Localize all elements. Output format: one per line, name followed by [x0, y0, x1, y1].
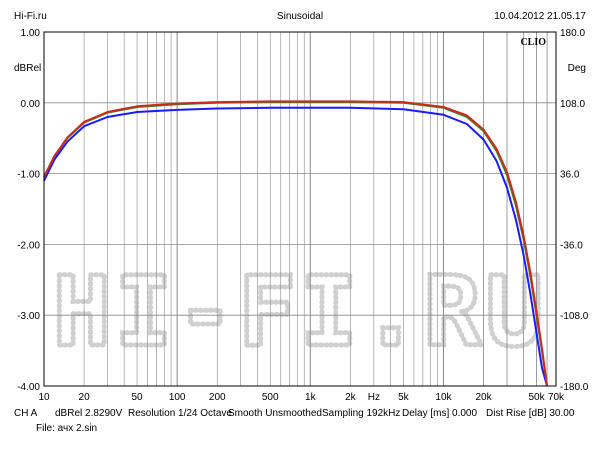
chart-title: Sinusoidal: [277, 11, 323, 22]
x-ticks: 10 20 50 100 200 500 1k 2k Hz 5k 10k 20k 50k 70k: [38, 392, 565, 403]
y-tick-right-label: -108.0: [560, 311, 589, 322]
x-tick-label: 10k: [435, 392, 452, 403]
x-tick-label: 20: [79, 392, 91, 403]
footer-param: Smooth Unsmoothed: [228, 408, 322, 419]
header-timestamp: 10.04.2012 21.05.17: [494, 11, 586, 22]
x-tick-label: 70k: [548, 392, 565, 403]
y-tick-right-label: 180.0: [560, 28, 585, 39]
y-tick-right-label: -180.0: [560, 382, 589, 393]
y-tick-left-label: -2.00: [17, 240, 40, 251]
footer-param: CH A: [14, 408, 38, 419]
footer-param: dBRel 2.8290V: [55, 408, 123, 419]
y-ticks-left: 1.00 0.00 -1.00 -2.00 -3.00 -4.00: [17, 28, 40, 393]
y-axis-right-label: Deg: [568, 63, 586, 74]
x-tick-label: 500: [262, 392, 279, 403]
x-tick-label: 200: [209, 392, 226, 403]
series-group: [43, 100, 549, 387]
y-ticks-right: 180.0 108.0 36.0 -36.0 -108.0 -180.0: [560, 28, 589, 393]
watermark-text: HI-FI.RU: [53, 256, 547, 368]
x-tick-label: 50: [132, 392, 144, 403]
y-tick-right-label: 36.0: [560, 170, 580, 181]
x-tick-label: Hz: [368, 392, 380, 403]
footer-param: Resolution 1/24 Octave: [128, 408, 232, 419]
y-tick-left-label: -1.00: [17, 170, 40, 181]
plot-border: [43, 31, 557, 387]
y-axis-left-label: dBRel: [14, 63, 41, 74]
clio-logo: CLIO: [520, 37, 546, 48]
y-tick-left-label: 1.00: [21, 28, 41, 39]
footer-file: File: ачх 2.sin: [36, 423, 97, 434]
y-tick-right-label: -36.0: [560, 240, 583, 251]
y-tick-left-label: -3.00: [17, 311, 40, 322]
footer-param: Dist Rise [dB] 30.00: [486, 408, 575, 419]
x-tick-label: 50k: [528, 392, 545, 403]
series-line-3: [43, 100, 549, 387]
series-line-1: [43, 106, 549, 387]
footer-param: Sampling 192kHz: [322, 408, 400, 419]
y-tick-right-label: 108.0: [560, 99, 585, 110]
footer-param: Delay [ms] 0.000: [402, 408, 477, 419]
plot-area: [44, 32, 556, 386]
x-tick-label: 100: [169, 392, 186, 403]
x-tick-label: 2k: [345, 392, 357, 403]
y-tick-left-label: 0.00: [21, 99, 41, 110]
x-tick-label: 5k: [398, 392, 410, 403]
x-tick-label: 1k: [305, 392, 317, 403]
watermark: HI-FI.RU: [50, 254, 547, 371]
x-tick-label: 10: [38, 392, 50, 403]
y-tick-left-label: -4.00: [17, 382, 40, 393]
header-site: Hi-Fi.ru: [14, 11, 47, 22]
x-tick-label: 20k: [475, 392, 492, 403]
